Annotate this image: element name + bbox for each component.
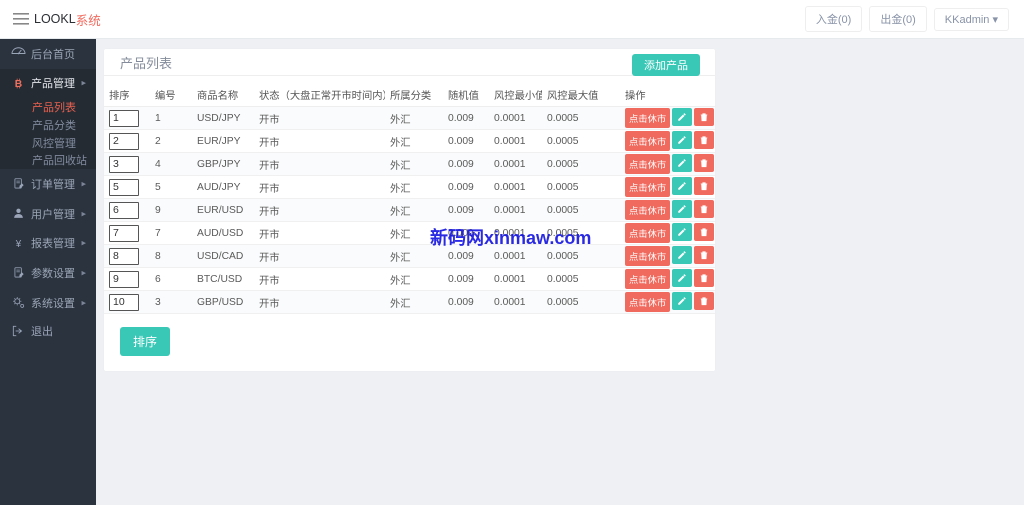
svg-text:¥: ¥ — [15, 239, 22, 250]
svg-text:B: B — [15, 79, 22, 90]
